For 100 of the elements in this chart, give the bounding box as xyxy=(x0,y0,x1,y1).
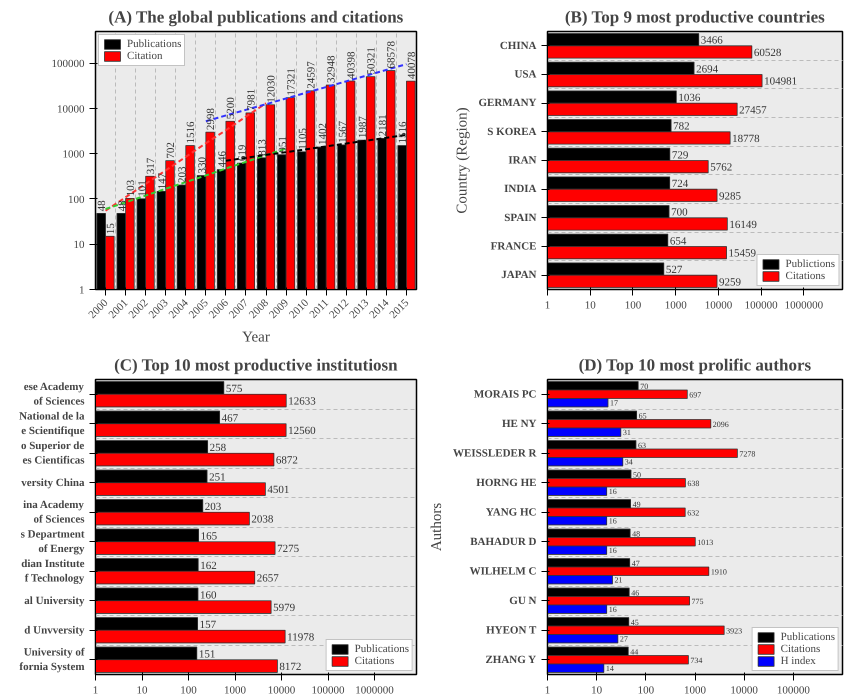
data-label: 2096 xyxy=(712,420,729,429)
legend-label: H index xyxy=(780,655,816,667)
data-label: 8172 xyxy=(279,661,302,674)
data-label: 1402 xyxy=(316,123,329,146)
data-label: 16 xyxy=(608,605,617,614)
y-tick-label: GU N xyxy=(509,594,537,607)
y-tick-label: al University xyxy=(24,594,85,607)
data-label: 2038 xyxy=(251,514,274,526)
data-label: 101 xyxy=(136,180,148,197)
data-label: 734 xyxy=(690,656,702,665)
x-tick-label: 10 xyxy=(584,300,596,312)
legend-label: Publictions xyxy=(785,258,835,270)
data-label: 18778 xyxy=(732,132,760,145)
data-label: 14 xyxy=(606,664,614,674)
data-label: 160 xyxy=(200,589,217,602)
y-tick-label: SPAIN xyxy=(504,212,537,224)
y-tick-label: GERMANY xyxy=(478,97,537,110)
y-tick-label: JAPAN xyxy=(501,269,537,282)
y-tick-label: YANG HC xyxy=(486,506,537,518)
data-label: 1516 xyxy=(185,121,198,144)
data-label: 2657 xyxy=(256,572,280,585)
data-label: 68578 xyxy=(386,40,398,69)
data-label: 16 xyxy=(608,487,617,496)
y-tick-label: S KOREA xyxy=(487,126,537,138)
data-label: 17321 xyxy=(285,68,298,96)
legend-label: Citation xyxy=(127,50,162,62)
x-tick-label: 1000 xyxy=(224,684,247,696)
y-tick-label: ese Academy of Sciences xyxy=(24,381,86,408)
data-label: 258 xyxy=(210,442,227,454)
data-label: 1105 xyxy=(296,128,309,150)
data-label: 729 xyxy=(672,149,689,162)
y-tick-label: ZHANG Y xyxy=(485,654,536,666)
y-axis-title: Country (Region) xyxy=(454,107,470,214)
x-tick-label: 100 xyxy=(180,684,198,696)
legend-label: Citations xyxy=(354,655,394,667)
x-tick-label: 1 xyxy=(544,300,550,312)
y-tick-label: HORNG HE xyxy=(476,476,537,489)
data-label: 31 xyxy=(622,428,631,438)
data-label: 15 xyxy=(104,222,117,234)
data-label: 151 xyxy=(198,648,216,660)
legend-label: Publications xyxy=(354,643,409,655)
data-label: 27457 xyxy=(739,104,768,116)
data-label: 467 xyxy=(222,412,239,424)
data-label: 1910 xyxy=(710,567,727,576)
chart-title: (A) The global publications and citations xyxy=(108,8,404,26)
data-label: 40078 xyxy=(406,51,418,80)
y-axis-title: Authors xyxy=(429,502,446,552)
y-tick-label: HE NY xyxy=(502,418,537,430)
data-label: 9259 xyxy=(719,276,742,288)
data-label: 15459 xyxy=(728,248,757,260)
data-label: 147 xyxy=(156,172,168,190)
data-label: 44 xyxy=(630,647,638,656)
x-tick-label: 1000 xyxy=(684,684,706,696)
y-tick-label: o Superior de es Cientificas xyxy=(20,440,86,466)
data-label: 5200 xyxy=(225,96,238,120)
x-tick-label: 1 xyxy=(92,684,98,696)
data-label: 2998 xyxy=(205,108,218,130)
legend-label: Publications xyxy=(127,38,182,50)
data-label: 46 xyxy=(631,588,640,598)
data-label: 12560 xyxy=(288,425,316,438)
data-label: 654 xyxy=(670,235,687,248)
data-label: 1567 xyxy=(336,120,349,143)
data-label: 697 xyxy=(689,390,702,400)
x-tick-label: 10 xyxy=(136,684,148,696)
y-tick-label: FRANCE xyxy=(490,240,537,252)
data-label: 70 xyxy=(640,382,648,391)
data-label: 162 xyxy=(200,560,217,572)
data-label: 47 xyxy=(632,558,640,568)
data-label: 813 xyxy=(256,138,269,156)
y-tick-label: 10000 xyxy=(57,103,85,116)
data-label: 1013 xyxy=(697,538,714,547)
x-tick-label: 10 xyxy=(591,684,603,696)
x-tick-label: 100 xyxy=(624,300,642,312)
data-label: 16 xyxy=(608,546,617,556)
y-tick-label: versity China xyxy=(21,476,85,489)
data-label: 1987 xyxy=(357,116,370,138)
data-label: 17 xyxy=(610,398,618,408)
y-tick-label: University of fornia System xyxy=(19,646,85,673)
data-label: 775 xyxy=(692,596,704,606)
x-axis-title: Year xyxy=(242,330,270,346)
x-tick-label: 100000 xyxy=(312,684,346,696)
data-label: 104981 xyxy=(764,76,798,88)
data-label: 6872 xyxy=(276,454,298,467)
x-tick-label: 10000 xyxy=(704,300,733,312)
data-label: 32948 xyxy=(326,54,338,83)
legend-label: Citations xyxy=(780,643,820,655)
y-tick-label: 10 xyxy=(74,239,85,252)
data-label: 16 xyxy=(608,516,617,526)
data-label: 34 xyxy=(624,458,633,467)
data-label: 16149 xyxy=(729,218,758,231)
data-label: 446 xyxy=(216,150,229,168)
x-tick-label: 1000000 xyxy=(355,684,394,696)
data-label: 2181 xyxy=(377,114,390,136)
data-label: 1516 xyxy=(397,121,410,144)
data-label: 40398 xyxy=(346,50,358,79)
data-label: 1036 xyxy=(678,92,701,104)
data-label: 7278 xyxy=(739,449,756,458)
data-label: 48 xyxy=(116,200,128,212)
y-tick-label: WILHELM C xyxy=(470,565,537,578)
data-label: 7981 xyxy=(245,88,258,111)
